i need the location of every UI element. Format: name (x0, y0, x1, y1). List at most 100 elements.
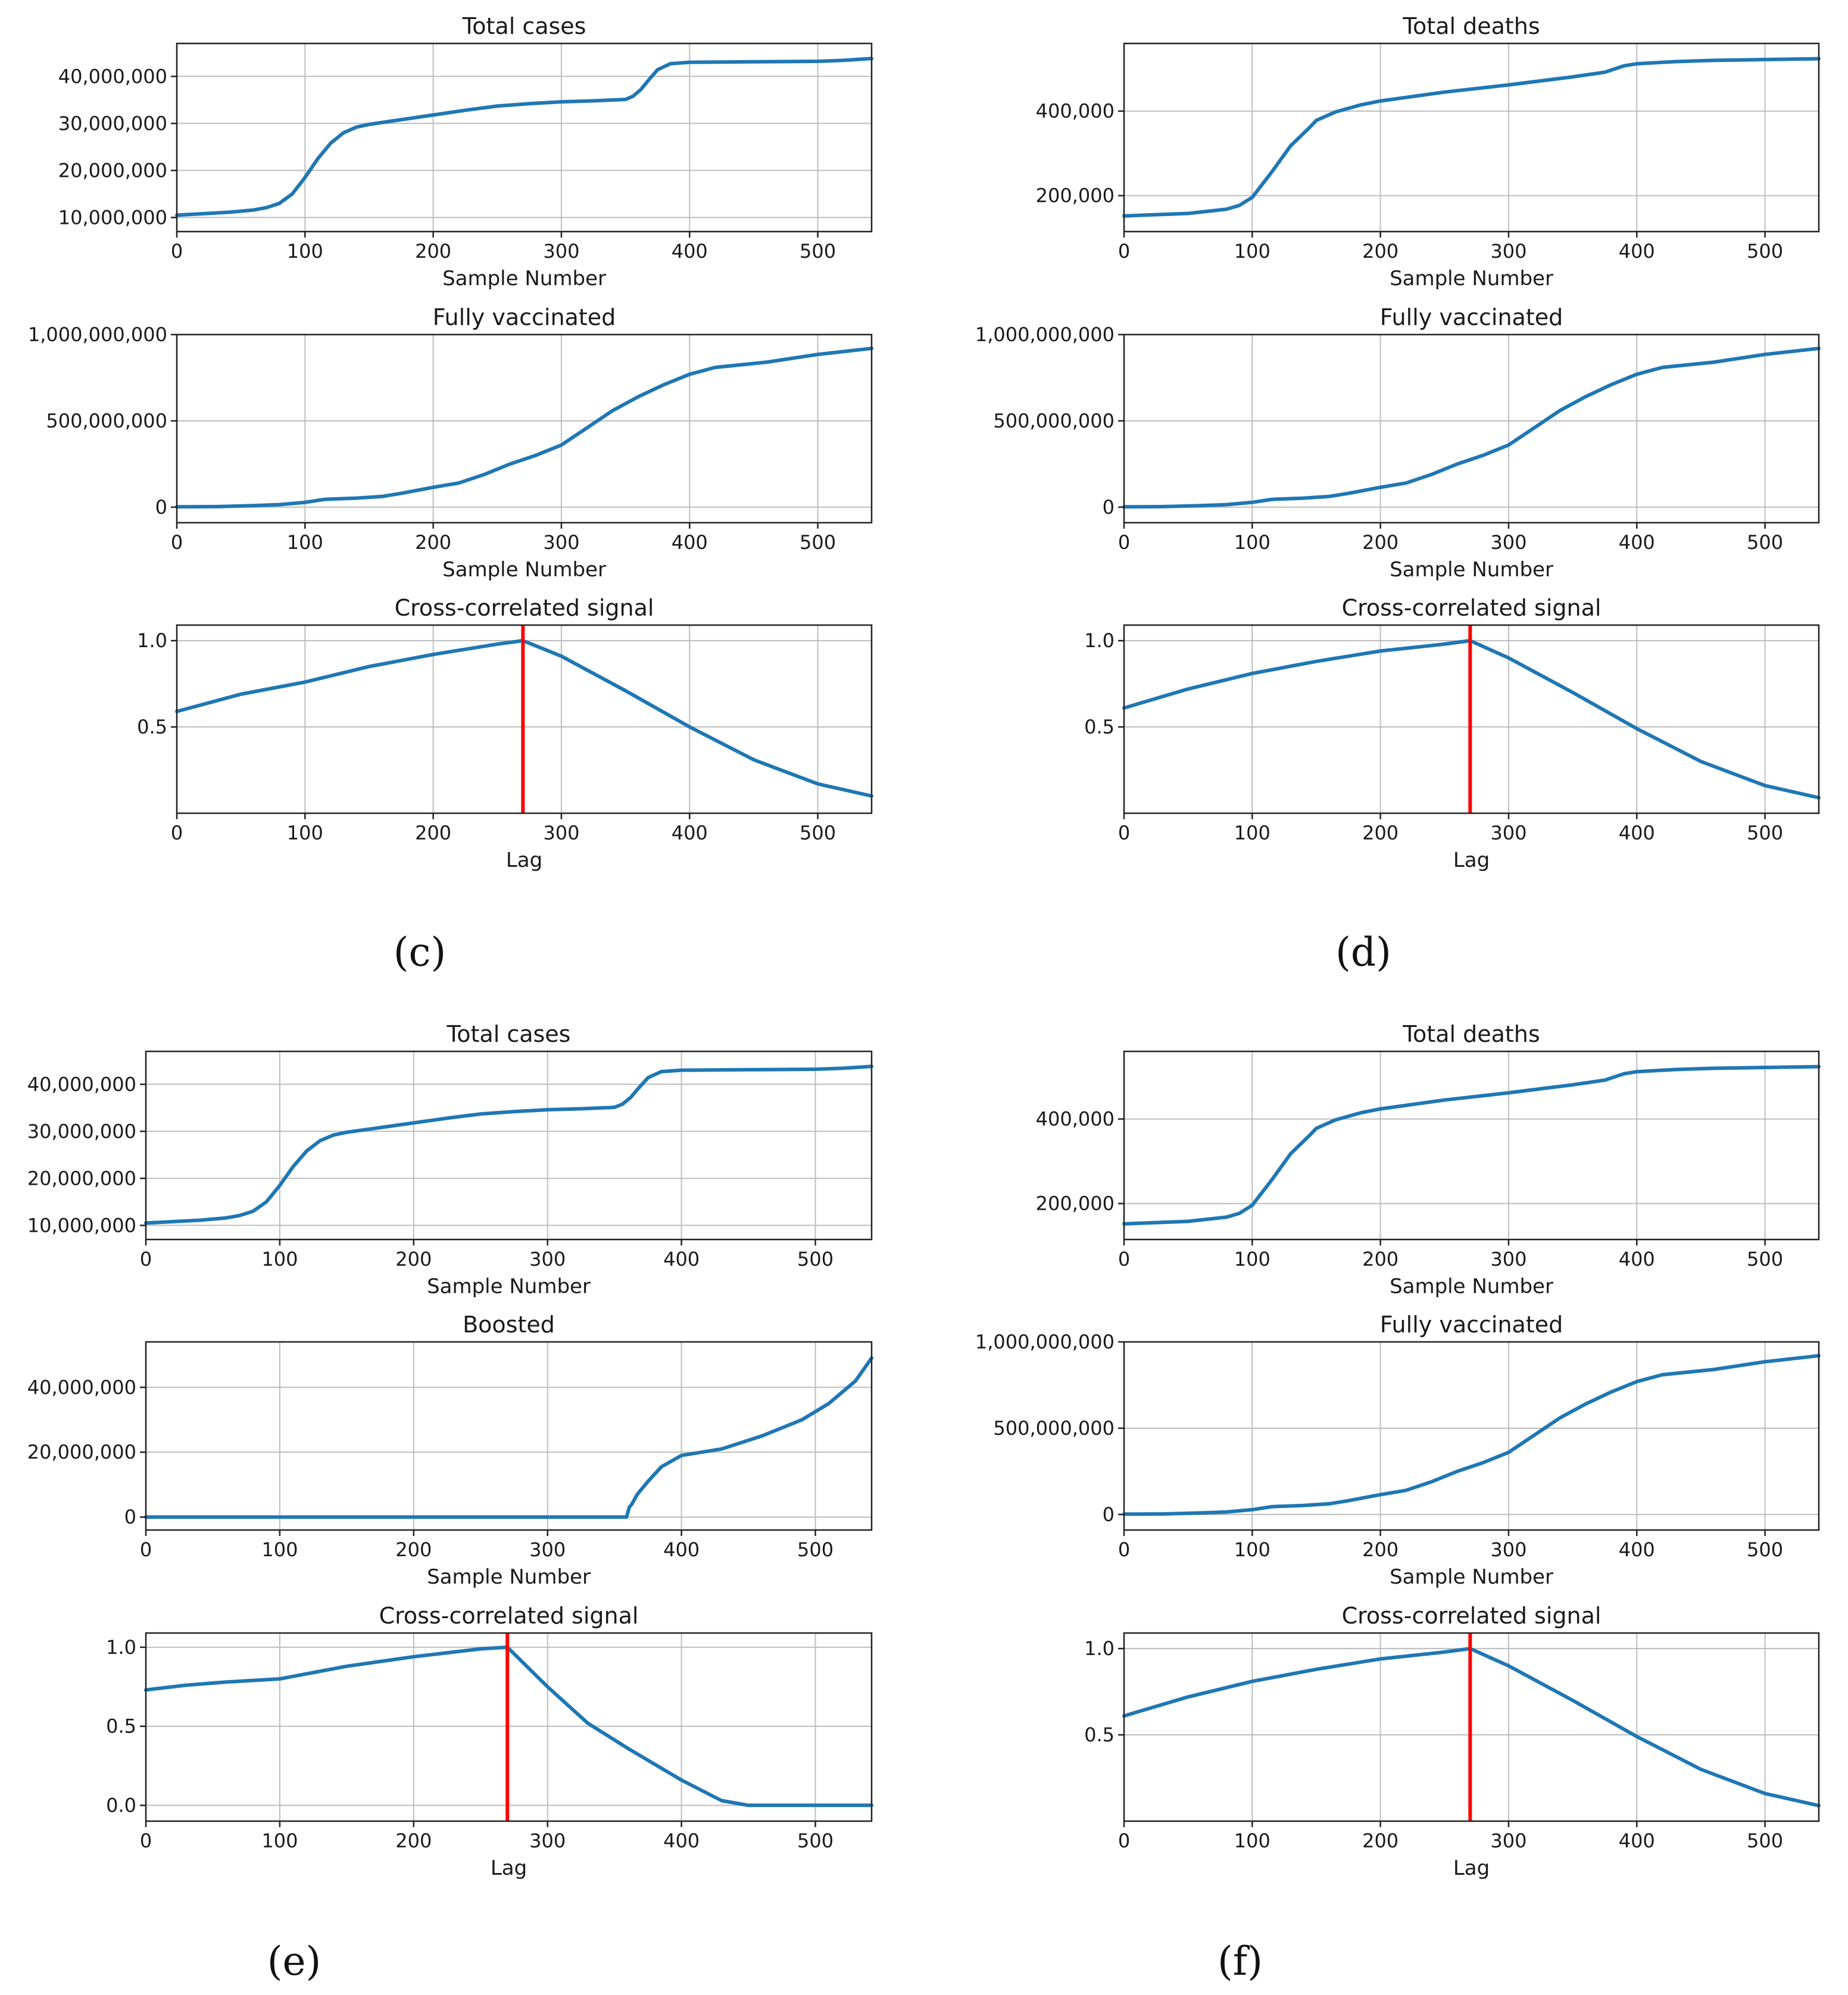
x-tick-label: 500 (1747, 531, 1783, 554)
x-tick-label: 400 (1619, 1829, 1655, 1852)
x-tick-label: 500 (797, 1248, 834, 1270)
x-tick-label: 100 (287, 240, 323, 263)
chart-title: Total deaths (1402, 13, 1540, 39)
chart-e1: 0 100 200 300 400 500 10,000,000 20,000,000 30,0… (27, 1021, 873, 1298)
y-tick-label: 1,000,000,000 (975, 1331, 1115, 1353)
y-tick-label: 30,000,000 (58, 112, 167, 135)
x-tick-label: 500 (1747, 1538, 1783, 1561)
y-tick-label: 200,000 (1036, 185, 1115, 207)
chart-f3: 0 100 200 300 400 500 0.5 1.0 Cross-correlated s… (1084, 1603, 1821, 1880)
series-line (175, 346, 873, 509)
x-tick-label: 100 (1234, 822, 1270, 844)
chart-c3: 0 100 200 300 400 500 0.5 1.0 Cross-correlated s… (137, 595, 873, 872)
x-tick-label: 300 (543, 822, 579, 844)
y-tick-label: 40,000,000 (58, 65, 167, 88)
y-tick-label: 0 (1103, 1503, 1115, 1526)
x-tick-label: 300 (1490, 531, 1527, 554)
chart-title: Cross-correlated signal (395, 595, 654, 621)
y-tick-label: 0.5 (106, 1715, 136, 1738)
x-tick-label: 400 (1619, 531, 1655, 554)
x-tick-label: 100 (1234, 1248, 1270, 1270)
series-line (175, 57, 873, 217)
x-axis-label: Lag (506, 848, 542, 872)
x-tick-label: 0 (171, 822, 183, 844)
plot-area (1124, 1051, 1819, 1240)
panel-label-e: (e) (267, 1938, 321, 1984)
x-tick-label: 200 (1362, 1248, 1399, 1270)
y-tick-label: 0.5 (137, 716, 167, 738)
x-tick-label: 400 (1619, 822, 1655, 844)
panel-label-d: (d) (1335, 929, 1391, 975)
plot-area (177, 335, 872, 523)
chart-d3: 0 100 200 300 400 500 0.5 1.0 Cross-correlated s… (1084, 595, 1821, 872)
chart-title: Total deaths (1402, 1021, 1540, 1047)
chart-title: Cross-correlated signal (379, 1603, 639, 1629)
y-tick-label: 500,000,000 (993, 1417, 1115, 1440)
x-tick-label: 300 (1490, 1538, 1527, 1561)
x-tick-label: 100 (261, 1829, 298, 1852)
chart-title: Cross-correlated signal (1342, 595, 1602, 621)
x-tick-label: 500 (1747, 1248, 1783, 1270)
x-tick-label: 200 (415, 240, 451, 263)
axes-frame (176, 42, 873, 233)
x-tick-label: 400 (1619, 1538, 1655, 1561)
x-axis-label: Lag (1453, 1856, 1490, 1880)
axes-frame (1123, 333, 1820, 524)
chart-title: Cross-correlated signal (1342, 1603, 1602, 1629)
chart-title: Total cases (462, 13, 586, 39)
x-tick-label: 200 (1362, 1538, 1399, 1561)
x-tick-label: 0 (1118, 1829, 1130, 1852)
x-axis-label: Lag (491, 1856, 527, 1880)
x-axis-label: Sample Number (1390, 1565, 1553, 1589)
series-line (1122, 1354, 1821, 1516)
series-line (144, 1645, 873, 1807)
y-tick-label: 200,000 (1036, 1192, 1115, 1215)
x-tick-label: 0 (140, 1829, 152, 1852)
plot-area (146, 1051, 872, 1240)
x-tick-label: 200 (1362, 531, 1399, 554)
x-tick-label: 500 (797, 1538, 834, 1561)
x-tick-label: 0 (140, 1538, 152, 1561)
axes-frame (1123, 1632, 1820, 1822)
series-line (144, 1064, 873, 1225)
axes-frame (145, 1341, 873, 1531)
y-tick-label: 400,000 (1036, 100, 1115, 123)
x-tick-label: 500 (800, 531, 836, 554)
x-axis-label: Sample Number (1390, 267, 1553, 291)
chart-c2: 0 100 200 300 400 500 0 500,000,000 1,000,000,00… (28, 304, 873, 582)
x-tick-label: 500 (797, 1829, 834, 1852)
x-axis-label: Sample Number (1390, 558, 1553, 582)
y-tick-label: 400,000 (1036, 1108, 1115, 1131)
axes-frame (1123, 1050, 1820, 1241)
x-tick-label: 0 (140, 1248, 152, 1270)
y-tick-label: 1.0 (106, 1636, 136, 1659)
x-tick-label: 400 (1619, 1248, 1655, 1270)
chart-e2: 0 100 200 300 400 500 0 20,000,000 40,000,000 Boo… (27, 1312, 873, 1589)
x-tick-label: 400 (663, 1248, 700, 1270)
y-tick-label: 500,000,000 (46, 410, 167, 432)
x-tick-label: 400 (672, 240, 708, 263)
y-tick-label: 0 (124, 1506, 136, 1528)
y-tick-label: 1.0 (1084, 629, 1115, 652)
x-axis-label: Sample Number (442, 267, 606, 291)
y-tick-label: 20,000,000 (27, 1441, 136, 1463)
x-tick-label: 0 (171, 531, 183, 554)
x-tick-label: 200 (1362, 1829, 1399, 1852)
chart-e3: 0 100 200 300 400 500 0.0 0.5 1.0 Cross-correlate… (106, 1603, 873, 1880)
x-tick-label: 0 (1118, 531, 1130, 554)
y-tick-label: 0 (1103, 496, 1115, 519)
y-tick-label: 0.5 (1084, 716, 1115, 738)
chart-title: Fully vaccinated (1380, 1312, 1563, 1338)
y-tick-label: 1,000,000,000 (28, 323, 167, 346)
plot-area (1124, 335, 1819, 523)
chart-title: Total cases (447, 1021, 571, 1047)
x-tick-label: 0 (1118, 822, 1130, 844)
x-axis-label: Sample Number (1390, 1275, 1553, 1298)
x-tick-label: 200 (415, 531, 451, 554)
x-tick-label: 300 (1490, 1248, 1527, 1270)
x-tick-label: 500 (1747, 1829, 1783, 1852)
x-tick-label: 500 (800, 822, 836, 844)
y-tick-label: 40,000,000 (27, 1073, 136, 1095)
x-tick-label: 100 (287, 822, 323, 844)
chart-d1: 0 100 200 300 400 500 200,000 400,000 Total deat… (1036, 13, 1821, 291)
